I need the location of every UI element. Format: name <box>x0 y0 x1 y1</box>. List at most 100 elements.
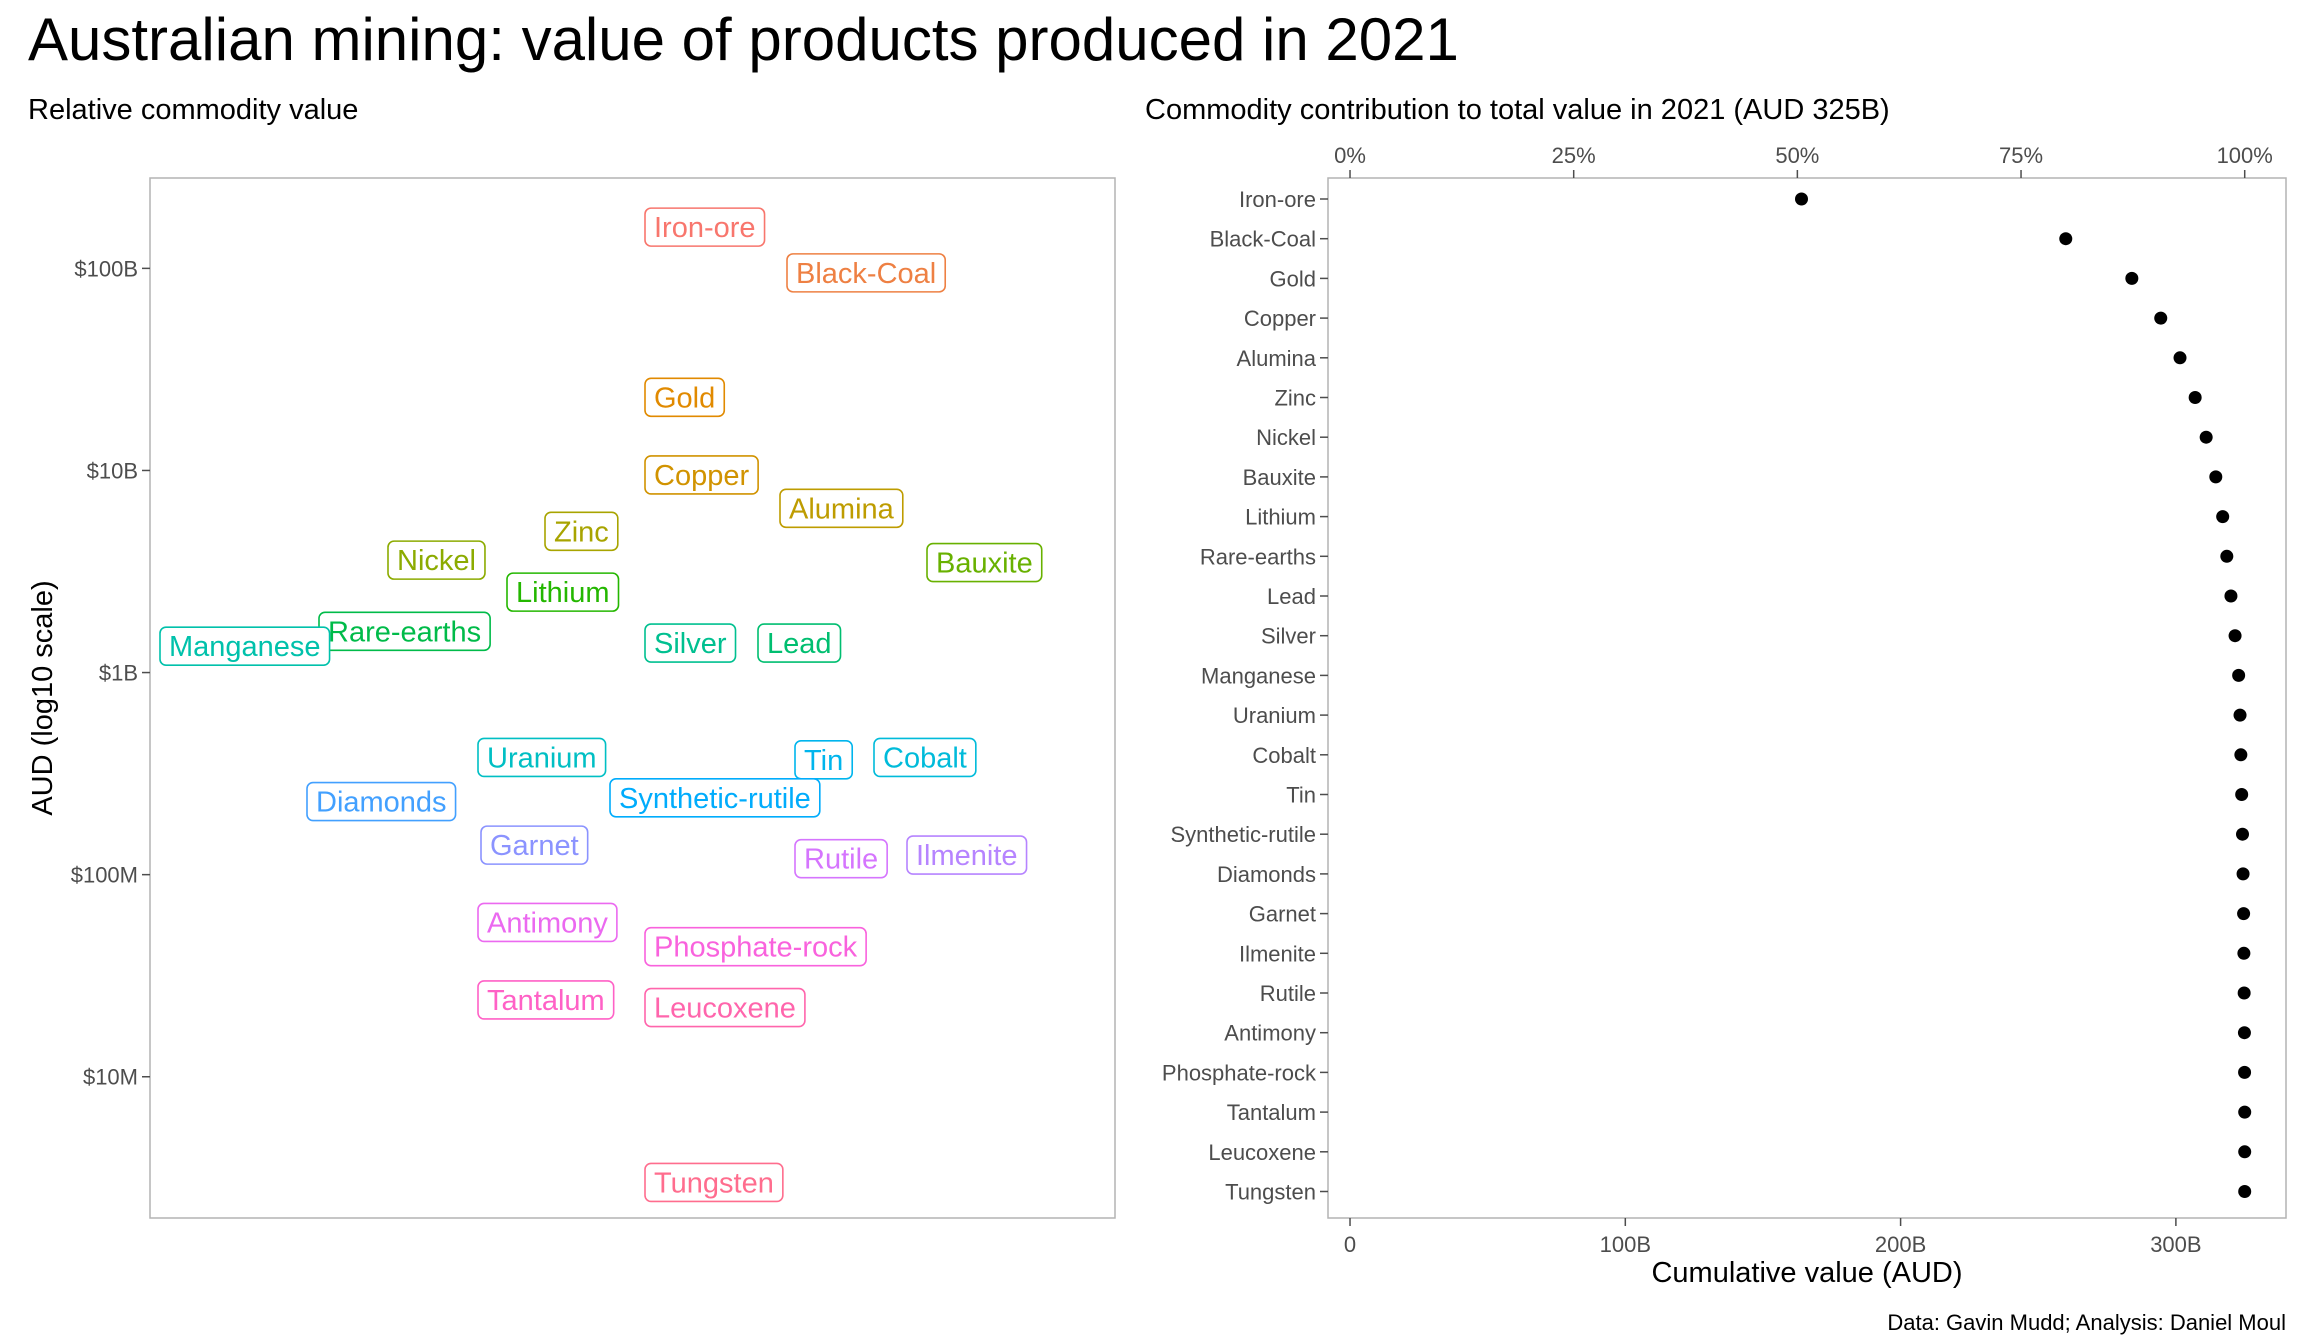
category-label: Antimony <box>1224 1021 1316 1046</box>
right-panel-border <box>1327 177 2287 1219</box>
category-label: Diamonds <box>1217 862 1316 887</box>
label-text: Diamonds <box>316 787 447 819</box>
commodity-label: Rare-earths <box>318 611 491 652</box>
x-tick-label: 300B <box>2150 1232 2201 1257</box>
data-point <box>2237 986 2251 1000</box>
label-text: Rutile <box>804 844 878 876</box>
commodity-label: Diamonds <box>306 781 457 822</box>
label-box <box>794 740 854 780</box>
data-point <box>2238 1185 2252 1198</box>
label-text: Phosphate-rock <box>654 932 858 964</box>
data-point <box>2237 1026 2251 1040</box>
category-label: Uranium <box>1233 703 1316 728</box>
category-label: Gold <box>1270 266 1316 291</box>
data-point <box>2220 549 2234 563</box>
right-x-axis-title: Cumulative value (AUD) <box>1651 1257 1962 1289</box>
label-text: Rare-earths <box>328 616 481 648</box>
data-point <box>2216 510 2230 524</box>
label-box <box>873 737 977 778</box>
data-point <box>2236 867 2250 881</box>
left-y-axis: $10M $100M $1B $10B $100B <box>71 256 150 1090</box>
y-tick-label: $10B <box>87 458 138 483</box>
y-tick-label: $1B <box>99 661 138 686</box>
commodity-label: Tin <box>794 740 854 780</box>
label-box <box>477 980 615 1020</box>
commodity-label: Tungsten <box>644 1162 784 1203</box>
category-label: Rare-earths <box>1200 544 1316 569</box>
data-point <box>2173 351 2187 365</box>
category-label: Manganese <box>1201 663 1316 688</box>
category-label: Lead <box>1267 584 1316 609</box>
commodity-label: Garnet <box>480 825 589 865</box>
category-label: Rutile <box>1260 981 1316 1006</box>
label-text: Tungsten <box>654 1167 774 1199</box>
data-point <box>2224 589 2238 603</box>
data-point <box>2154 311 2168 325</box>
category-label: Cobalt <box>1252 743 1316 768</box>
data-point <box>2234 748 2248 762</box>
label-box <box>506 572 620 612</box>
left-panel-border <box>149 177 1116 1219</box>
left-panel-subtitle: Relative commodity value <box>28 94 359 126</box>
x-tick-label: 200B <box>1875 1232 1926 1257</box>
commodity-label: Rutile <box>794 838 888 879</box>
label-box <box>926 542 1043 583</box>
category-label: Iron-ore <box>1239 187 1316 212</box>
commodity-label: Manganese <box>159 626 331 667</box>
category-label: Black-Coal <box>1210 227 1316 252</box>
y-tick-label: $10M <box>83 1065 138 1090</box>
label-box <box>544 511 619 552</box>
category-label: Phosphate-rock <box>1162 1060 1317 1085</box>
label-text: Uranium <box>487 742 597 774</box>
category-label: Leucoxene <box>1208 1140 1316 1165</box>
commodity-label: Gold <box>644 377 726 418</box>
label-text: Black-Coal <box>796 258 936 290</box>
category-label: Tungsten <box>1225 1180 1316 1205</box>
data-point <box>2238 1145 2252 1159</box>
label-box <box>906 835 1028 875</box>
category-label: Tantalum <box>1227 1100 1316 1125</box>
label-text: Lead <box>767 628 832 660</box>
category-label: Garnet <box>1249 902 1316 927</box>
commodity-label: Ilmenite <box>906 835 1028 875</box>
data-point <box>2237 907 2251 921</box>
label-text: Cobalt <box>883 742 967 774</box>
category-label: Zinc <box>1274 386 1316 411</box>
data-point <box>2238 1105 2252 1119</box>
label-text: Antimony <box>487 907 608 939</box>
data-point <box>2238 1065 2252 1079</box>
label-text: Ilmenite <box>916 840 1018 872</box>
label-text: Zinc <box>554 516 609 548</box>
data-point <box>2209 470 2223 484</box>
label-text: Nickel <box>397 545 476 577</box>
top-tick-label: 75% <box>1999 143 2043 168</box>
label-box <box>644 455 759 495</box>
category-label: Ilmenite <box>1239 941 1316 966</box>
commodity-label: Uranium <box>477 737 607 778</box>
label-box <box>757 623 842 663</box>
label-box <box>644 987 806 1028</box>
right-panel: Iron-ore Black-Coal Gold Copper Alumina Zinc N… <box>1162 143 2287 1289</box>
label-box <box>159 626 331 667</box>
commodity-label: Copper <box>644 455 759 495</box>
data-point <box>2188 391 2202 404</box>
data-point <box>2233 708 2247 722</box>
data-point <box>2235 788 2249 801</box>
label-text: Bauxite <box>936 548 1033 580</box>
commodity-label: Leucoxene <box>644 987 806 1028</box>
left-panel: $10M $100M $1B $10B $100B Iron-ore Black-Coal… <box>27 177 1116 1219</box>
x-tick-label: 0 <box>1344 1232 1356 1257</box>
x-tick-label: 100B <box>1600 1232 1651 1257</box>
label-box <box>477 737 607 778</box>
y-tick-label: $100B <box>74 256 138 281</box>
label-text: Iron-ore <box>654 212 756 244</box>
label-text: Garnet <box>490 830 579 862</box>
data-point <box>2228 629 2242 643</box>
label-text: Copper <box>654 460 749 492</box>
data-point <box>2237 946 2251 960</box>
label-text: Leucoxene <box>654 993 796 1025</box>
commodity-label: Bauxite <box>926 542 1043 583</box>
commodity-label: Lead <box>757 623 842 663</box>
data-source-caption: Data: Gavin Mudd; Analysis: Daniel Moul <box>1887 1310 2286 1335</box>
